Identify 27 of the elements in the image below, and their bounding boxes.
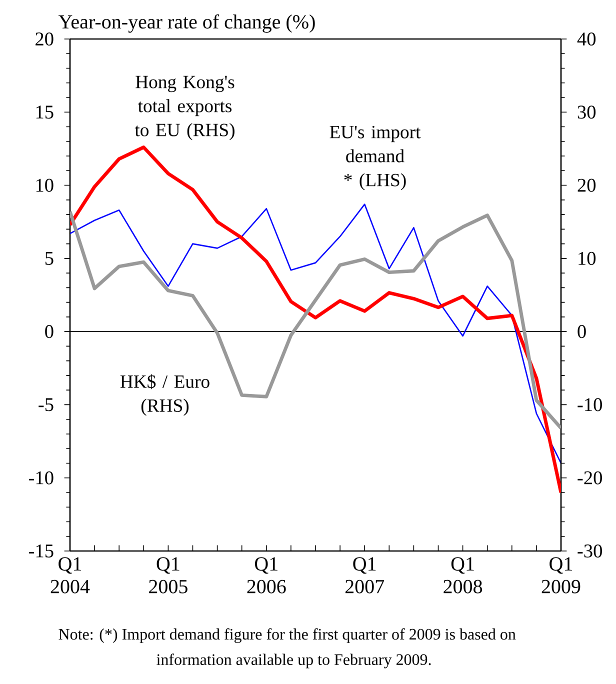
y-tick-label: 5: [46, 252, 54, 265]
y2-tick-label: -10: [578, 398, 602, 412]
y-tick-label: -5: [38, 398, 54, 412]
y-tick-label: 10: [36, 178, 54, 192]
series-label: EU's import demand * (LHS): [330, 126, 421, 190]
y2-tick-label: -30: [578, 544, 602, 558]
y2-tick-label: 20: [578, 178, 596, 192]
y2-tick-label: 10: [578, 252, 596, 265]
x-tick-label: Q1 2007: [345, 557, 384, 594]
y-tick-label: -15: [28, 544, 54, 558]
y-tick-label: 15: [36, 106, 54, 119]
y-tick-label: -10: [28, 471, 54, 484]
series-label: HK$ / Euro (RHS): [120, 374, 210, 416]
y-tick-label: 0: [45, 325, 54, 338]
series-label: Hong Kong's total exports to EU (RHS): [134, 76, 234, 140]
y2-tick-label: 40: [577, 32, 596, 46]
x-tick-label: Q1 2005: [149, 557, 188, 594]
x-tick-label: Q1 2009: [542, 557, 580, 594]
x-tick-label: Q1 2004: [50, 557, 90, 594]
x-tick-label: Q1 2008: [444, 557, 482, 594]
y-tick-label: 20: [36, 32, 54, 46]
x-tick-label: Q1 2006: [247, 557, 286, 594]
y2-tick-label: -20: [578, 471, 602, 484]
y2-tick-label: 0: [578, 325, 586, 338]
y-axis-title: Year-on-year rate of change (%): [58, 14, 315, 33]
text: Note: (*) Import demand figure for the first quarter of 2009 is based on information available up to February 2009.: [58, 628, 516, 668]
y2-tick-label: 30: [578, 106, 596, 119]
